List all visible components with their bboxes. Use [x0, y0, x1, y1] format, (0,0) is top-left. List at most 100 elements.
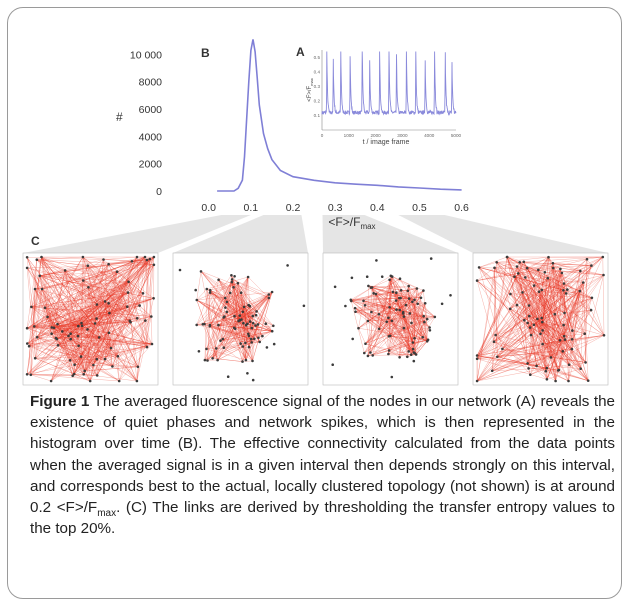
network-edge — [572, 291, 580, 331]
network-edge — [35, 337, 38, 359]
network-edge — [28, 327, 52, 347]
network-edge — [139, 305, 152, 317]
network-node — [302, 304, 306, 308]
network-tick-label: 0.4 — [375, 387, 381, 388]
network-edge — [541, 274, 604, 291]
network-edge — [230, 292, 263, 337]
network-edge — [572, 335, 605, 340]
network-edge — [477, 309, 592, 356]
network-node — [391, 290, 395, 294]
network-edge — [502, 270, 581, 350]
network-edge — [390, 275, 391, 336]
network-edge — [196, 288, 207, 301]
histogram-y-tick-label: 6000 — [139, 104, 163, 116]
inset-x-tick-label: 2000 — [370, 133, 381, 138]
network-node — [257, 336, 260, 340]
bin-wedge — [322, 215, 458, 253]
network-edge — [81, 271, 118, 326]
network-edge — [370, 287, 414, 343]
figure-frame: B # 0 2000 4000 6000 8000 10 000 0.0 0.1 0.2 0.3… — [7, 7, 622, 599]
network-edge — [390, 275, 409, 287]
network-edge — [492, 367, 547, 371]
network-edge — [497, 351, 563, 357]
network-node — [40, 287, 44, 291]
network-edge — [477, 358, 581, 369]
network-tick-label: 1 — [453, 387, 456, 388]
network-node — [564, 292, 568, 295]
network-edge — [591, 297, 605, 336]
network-node — [585, 257, 589, 261]
network-node — [152, 297, 155, 300]
network-node — [67, 334, 70, 338]
network-edge — [108, 303, 128, 307]
network-node — [562, 334, 566, 338]
network-edge — [41, 256, 112, 349]
network-edge — [514, 262, 520, 277]
network-node — [107, 331, 111, 335]
network-edge — [27, 257, 104, 260]
network-node — [219, 339, 222, 343]
network-node — [527, 304, 531, 307]
network-node — [238, 318, 241, 322]
network-edge — [234, 276, 249, 317]
network-node — [408, 312, 412, 315]
network-edge — [559, 340, 570, 365]
network-node — [72, 372, 76, 376]
network-edge — [564, 270, 581, 337]
network-node — [251, 321, 255, 325]
network-node — [43, 306, 47, 310]
network-edge — [541, 309, 592, 319]
network-node — [351, 337, 355, 341]
network-edge — [55, 337, 84, 375]
network-node — [50, 326, 54, 329]
network-node — [264, 322, 268, 326]
network-edge — [243, 276, 249, 307]
network-edge — [559, 274, 604, 341]
network-edge — [525, 277, 589, 381]
network-node — [554, 379, 557, 383]
network-edge — [82, 256, 138, 382]
network-edge — [358, 300, 364, 329]
network-node — [563, 311, 566, 315]
network-node — [365, 275, 369, 279]
network-node — [551, 266, 555, 270]
network-edge — [210, 292, 227, 303]
network-edge — [355, 297, 401, 312]
inset-x-tick-label: 5000 — [451, 133, 462, 138]
network-node — [527, 367, 530, 370]
network-edge — [27, 267, 89, 288]
network-edge — [492, 257, 549, 371]
histogram-x-tick-label: 0.2 — [286, 202, 301, 214]
network-edge — [548, 257, 585, 334]
network-node — [203, 358, 207, 362]
network-edge — [99, 337, 113, 367]
network-edge — [202, 282, 232, 325]
network-edge — [96, 259, 104, 360]
network-edge — [247, 276, 270, 299]
network-node — [540, 288, 544, 292]
network-node — [428, 326, 431, 329]
network-edge — [131, 261, 154, 265]
histogram-panel: B # 0 2000 4000 6000 8000 10 000 0.0 0.1 0.2 0.3… — [116, 39, 469, 231]
network-node — [411, 347, 415, 351]
network-edge — [206, 288, 257, 312]
network-node — [68, 359, 72, 362]
network-edge — [34, 326, 153, 345]
network-node — [79, 355, 83, 358]
network-edge — [355, 308, 413, 343]
network-node — [126, 291, 130, 294]
network-edge — [130, 322, 139, 367]
network-node — [246, 275, 250, 279]
inset-x-tick-label: 1000 — [344, 133, 355, 138]
network-node — [33, 325, 36, 328]
network-node — [528, 314, 531, 318]
network-node — [205, 347, 208, 351]
network-node — [581, 281, 585, 284]
figure-caption: Figure 1 The averaged fluorescence signa… — [30, 391, 615, 539]
network-edge — [496, 262, 564, 291]
histogram-y-ticks: 0 2000 4000 6000 8000 10 000 — [130, 49, 162, 198]
network-node — [203, 322, 206, 326]
network-edge — [34, 288, 52, 334]
network-edge — [507, 256, 528, 364]
